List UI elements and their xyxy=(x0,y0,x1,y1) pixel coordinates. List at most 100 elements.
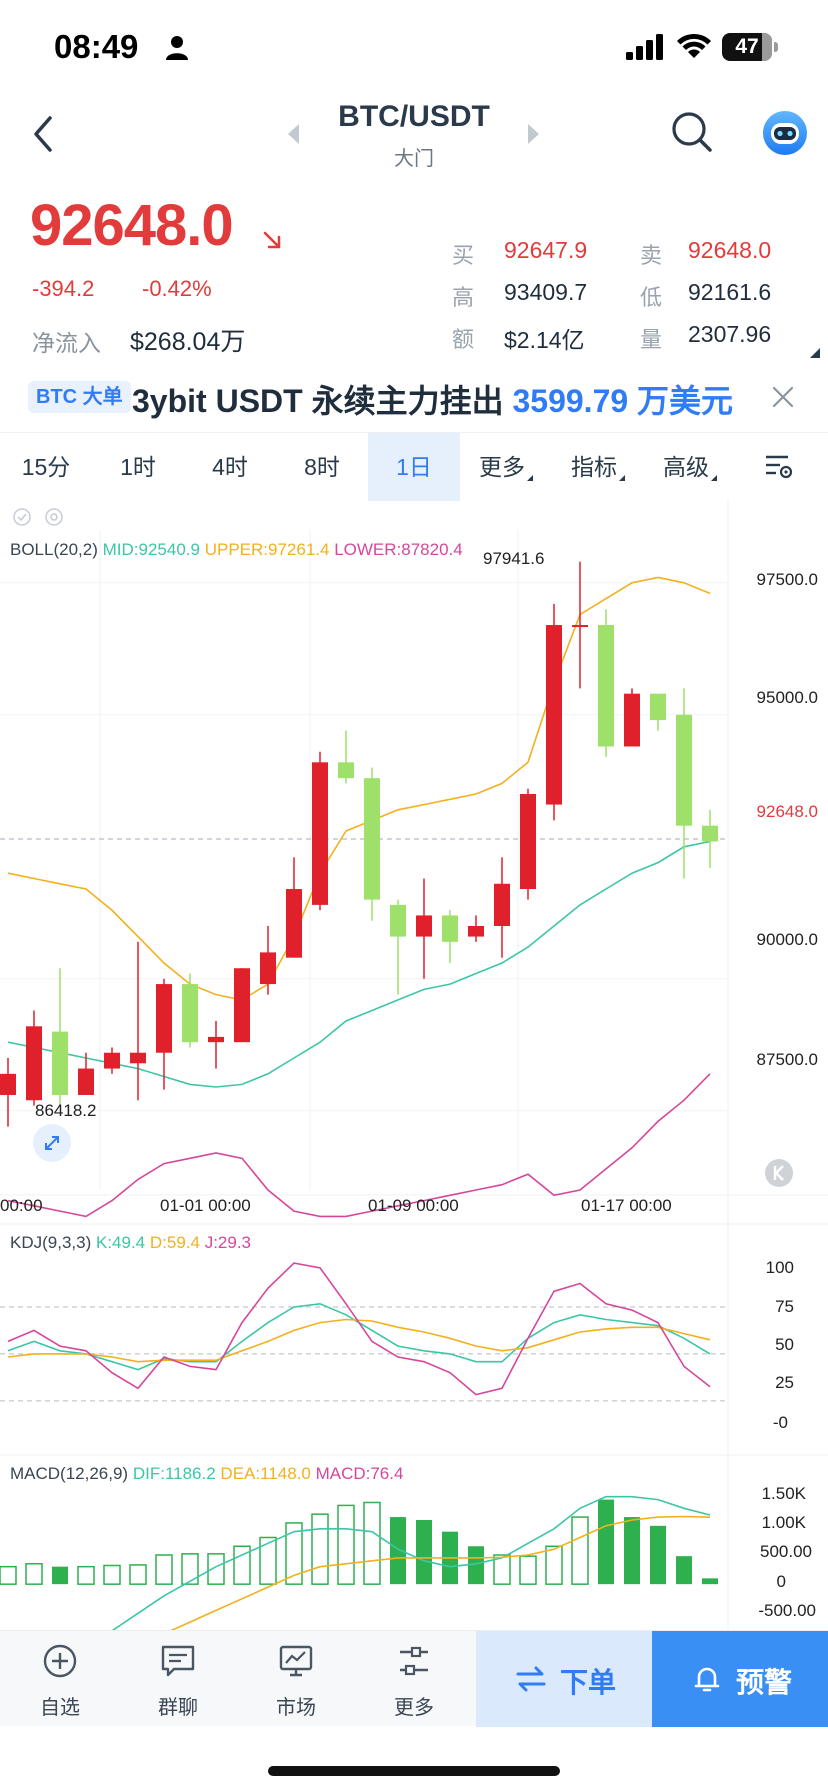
kdj-d: D:59.4 xyxy=(149,1233,200,1252)
stat-value-high: 93409.7 xyxy=(504,279,588,305)
price-tick: 97500.0 xyxy=(756,570,818,589)
kdj-j: J:29.3 xyxy=(204,1233,252,1252)
ticker-text: 3ybit USDT 永续主力挂出 3599.79 万美元 xyxy=(132,376,756,422)
candle-body xyxy=(676,714,692,826)
tab-more[interactable]: 更多 xyxy=(460,433,552,501)
macd-histogram-bar xyxy=(624,1517,640,1585)
assistant-bot-icon[interactable] xyxy=(762,110,808,156)
macd-legend: MACD(12,26,9) DIF:1186.2 DEA:1148.0 MACD… xyxy=(10,1464,403,1484)
macd-histogram-bar xyxy=(285,1522,303,1585)
caret-icon xyxy=(619,475,625,481)
close-icon[interactable] xyxy=(772,386,794,408)
macd-tick: 0 xyxy=(776,1572,786,1591)
macd-tick: -500.00 xyxy=(758,1601,816,1620)
current-price-tick: 92648.0 xyxy=(756,802,818,821)
bottom-nav: 自选 群聊 市场 更多 下单 预警 xyxy=(0,1630,828,1727)
candle-body xyxy=(104,1052,120,1069)
kdj-name: KDJ(9,3,3) xyxy=(10,1233,92,1252)
candle-body xyxy=(156,984,172,1053)
pair-title[interactable]: BTC/USDT xyxy=(338,100,490,133)
macd-histogram-bar xyxy=(337,1504,355,1585)
macd-histogram-bar xyxy=(207,1553,225,1585)
macd-histogram-bar xyxy=(571,1516,589,1585)
candle-body xyxy=(52,1031,68,1095)
macd-name: MACD(12,26,9) xyxy=(10,1464,129,1483)
nav-watchlist[interactable]: 自选 xyxy=(10,1631,110,1727)
candle-body xyxy=(286,889,302,958)
kdj-tick: 50 xyxy=(775,1335,794,1354)
tab-8h[interactable]: 8时 xyxy=(304,454,340,480)
kdj-tick: 75 xyxy=(775,1297,794,1316)
nav-watchlist-label: 自选 xyxy=(40,1697,80,1719)
candle-body xyxy=(312,762,328,905)
tab-indicators[interactable]: 指标 xyxy=(552,433,644,501)
scroll-to-latest-icon[interactable] xyxy=(764,1158,794,1188)
stat-value-bid: 92647.9 xyxy=(504,237,588,263)
place-order-button[interactable]: 下单 xyxy=(476,1631,652,1727)
nav-market-label: 市场 xyxy=(276,1697,316,1719)
macd-histogram-bar xyxy=(390,1517,406,1585)
price-tick: 90000.0 xyxy=(756,930,818,949)
battery-level: 47 xyxy=(735,35,759,58)
large-order-ticker[interactable]: BTC 大单 3ybit USDT 永续主力挂出 3599.79 万美元 xyxy=(0,368,828,428)
candlestick-chart[interactable] xyxy=(0,500,828,1630)
macd-histogram-bar xyxy=(493,1554,511,1585)
swap-arrows-icon xyxy=(516,1666,546,1692)
netflow-value: $268.04万 xyxy=(130,328,246,356)
chat-icon xyxy=(161,1645,195,1677)
tab-15m[interactable]: 15分 xyxy=(21,454,71,480)
back-icon[interactable] xyxy=(26,112,62,156)
price-alert-button[interactable]: 预警 xyxy=(652,1631,828,1727)
macd-dif: DIF:1186.2 xyxy=(132,1464,216,1483)
nav-chat[interactable]: 群聊 xyxy=(128,1631,228,1727)
macd-histogram-bar xyxy=(129,1564,147,1585)
chart-area[interactable]: BOLL(20,2) MID:92540.9 UPPER:97261.4 LOW… xyxy=(0,500,828,1630)
netflow-label: 净流入 xyxy=(32,330,101,356)
macd-dea-line xyxy=(170,1515,711,1630)
person-icon xyxy=(166,36,188,60)
candle-body xyxy=(494,883,510,926)
stat-label-low: 低 xyxy=(640,285,663,310)
macd-dea: DEA:1148.0 xyxy=(220,1464,311,1483)
candle-body xyxy=(416,915,432,937)
caret-icon xyxy=(527,475,533,481)
place-order-label: 下单 xyxy=(560,1667,617,1698)
macd-histogram-bar xyxy=(0,1565,17,1585)
price-alert-label: 预警 xyxy=(736,1667,793,1698)
candle-body xyxy=(364,778,380,900)
macd-histogram-bar xyxy=(259,1536,277,1585)
next-pair-icon[interactable] xyxy=(526,123,540,145)
home-indicator xyxy=(268,1766,560,1776)
chart-settings-icon[interactable] xyxy=(764,453,794,481)
indicator-toggle-icons[interactable] xyxy=(12,506,64,528)
kdj-tick: 25 xyxy=(775,1373,794,1392)
boll-lower-line xyxy=(7,1073,711,1218)
expand-corner-icon[interactable] xyxy=(810,348,820,358)
plus-circle-icon xyxy=(43,1644,77,1678)
fullscreen-icon[interactable] xyxy=(32,1123,72,1163)
stat-value-volume: 2307.96 xyxy=(688,321,772,347)
last-price: 92648.0 xyxy=(30,193,234,258)
macd-histogram-bar xyxy=(545,1545,563,1585)
macd-histogram-bar xyxy=(311,1513,329,1585)
macd-histogram-bar xyxy=(103,1564,121,1585)
tab-more-label: 更多 xyxy=(479,454,525,480)
status-time: 08:49 xyxy=(54,28,139,65)
date-tick: 01-09 00:00 xyxy=(368,1196,459,1215)
nav-more[interactable]: 更多 xyxy=(364,1631,464,1727)
caret-icon xyxy=(711,475,717,481)
search-icon[interactable] xyxy=(670,110,714,154)
tab-4h[interactable]: 4时 xyxy=(212,454,248,480)
prev-pair-icon[interactable] xyxy=(287,123,301,145)
candle-body xyxy=(26,1026,42,1101)
nav-market[interactable]: 市场 xyxy=(246,1631,346,1727)
boll-upper-line xyxy=(7,576,711,1001)
wifi-icon xyxy=(677,33,711,58)
tab-1d[interactable]: 1日 xyxy=(368,433,460,501)
tab-1h[interactable]: 1时 xyxy=(120,454,156,480)
macd-histogram-bar xyxy=(52,1566,68,1585)
ticker-message: 3ybit USDT 永续主力挂出 xyxy=(132,383,513,419)
nav-chat-label: 群聊 xyxy=(158,1697,198,1719)
candle-body xyxy=(520,794,536,890)
tab-advanced[interactable]: 高级 xyxy=(644,433,736,501)
